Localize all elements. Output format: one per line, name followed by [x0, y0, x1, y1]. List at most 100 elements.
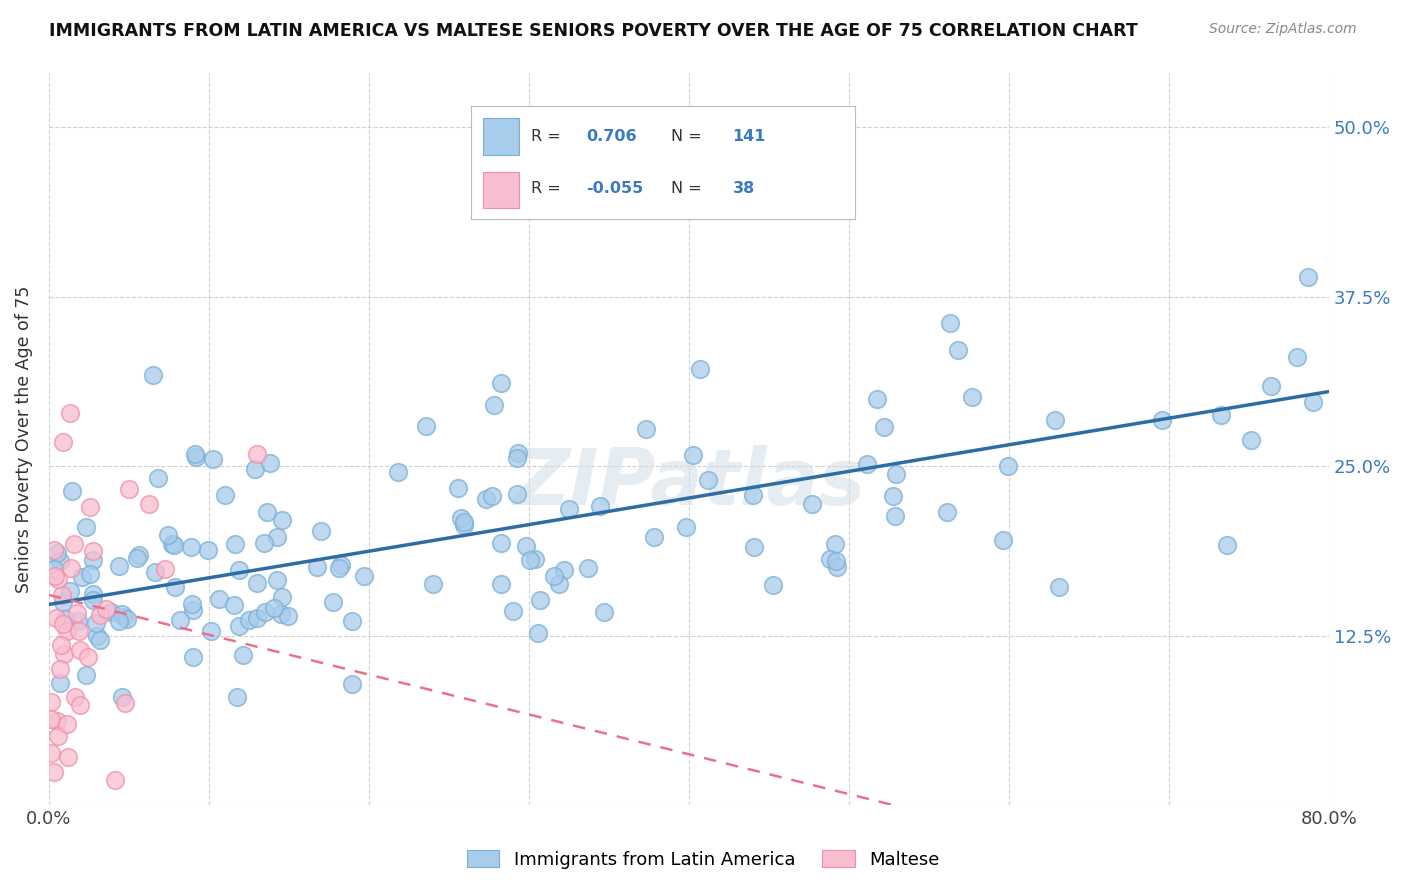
Point	[114, 696, 136, 710]
Point	[886, 467, 908, 482]
Point	[939, 316, 962, 330]
Point	[744, 540, 766, 554]
Point	[162, 537, 184, 551]
Point	[962, 390, 984, 404]
Point	[489, 376, 512, 391]
Point	[422, 577, 444, 591]
Point	[45, 611, 67, 625]
Point	[153, 562, 176, 576]
Point	[307, 559, 329, 574]
Point	[49, 676, 72, 690]
Point	[46, 545, 69, 559]
Point	[79, 566, 101, 581]
Point	[246, 610, 269, 624]
Point	[52, 647, 75, 661]
Point	[118, 483, 141, 497]
Point	[482, 398, 505, 412]
Point	[270, 590, 292, 604]
Point	[882, 489, 904, 503]
Point	[489, 577, 512, 591]
Point	[266, 530, 288, 544]
Point	[741, 488, 763, 502]
Point	[263, 600, 285, 615]
Point	[475, 492, 498, 507]
Point	[44, 569, 66, 583]
Point	[884, 509, 907, 524]
Point	[226, 690, 249, 704]
Point	[148, 471, 170, 485]
Point	[330, 558, 353, 572]
Point	[825, 554, 848, 568]
Point	[689, 362, 711, 376]
Point	[181, 598, 204, 612]
Point	[643, 530, 665, 544]
Point	[184, 450, 207, 464]
Point	[69, 698, 91, 713]
Point	[86, 629, 108, 643]
Point	[208, 591, 231, 606]
Point	[246, 447, 269, 461]
Point	[45, 714, 67, 729]
Point	[506, 450, 529, 465]
Point	[270, 513, 292, 527]
Point	[592, 605, 614, 619]
Point	[51, 638, 73, 652]
Point	[589, 499, 612, 513]
Y-axis label: Seniors Poverty Over the Age of 75: Seniors Poverty Over the Age of 75	[15, 285, 32, 592]
Point	[825, 559, 848, 574]
Point	[108, 558, 131, 573]
Point	[138, 497, 160, 511]
Point	[59, 406, 82, 420]
Point	[353, 569, 375, 583]
Point	[238, 613, 260, 627]
Point	[447, 481, 470, 495]
Point	[181, 603, 204, 617]
Point	[1260, 379, 1282, 393]
Point	[224, 537, 246, 551]
Point	[94, 602, 117, 616]
Point	[1285, 351, 1308, 365]
Point	[200, 624, 222, 639]
Point	[89, 608, 111, 623]
Point	[56, 717, 79, 731]
Point	[72, 570, 94, 584]
Point	[254, 605, 277, 619]
Point	[163, 580, 186, 594]
Point	[415, 419, 437, 434]
Point	[1152, 413, 1174, 427]
Point	[553, 564, 575, 578]
Point	[67, 615, 90, 629]
Point	[228, 619, 250, 633]
Point	[82, 587, 104, 601]
Point	[79, 500, 101, 514]
Point	[453, 518, 475, 533]
Point	[935, 505, 957, 519]
Point	[197, 543, 219, 558]
Point	[163, 538, 186, 552]
Point	[1047, 580, 1070, 594]
Point	[42, 764, 65, 779]
Point	[228, 563, 250, 577]
Point	[42, 543, 65, 558]
Point	[62, 484, 84, 499]
Point	[634, 422, 657, 436]
Text: Source: ZipAtlas.com: Source: ZipAtlas.com	[1209, 22, 1357, 37]
Point	[125, 550, 148, 565]
Point	[529, 592, 551, 607]
Point	[266, 573, 288, 587]
Point	[515, 539, 537, 553]
Point	[169, 613, 191, 627]
Point	[259, 456, 281, 470]
Point	[543, 569, 565, 583]
Point	[800, 497, 823, 511]
Text: IMMIGRANTS FROM LATIN AMERICA VS MALTESE SENIORS POVERTY OVER THE AGE OF 75 CORR: IMMIGRANTS FROM LATIN AMERICA VS MALTESE…	[49, 22, 1137, 40]
Point	[82, 544, 104, 558]
Point	[277, 608, 299, 623]
Point	[824, 537, 846, 551]
Point	[112, 610, 135, 624]
Point	[53, 612, 76, 626]
Point	[52, 435, 75, 450]
Point	[675, 520, 697, 534]
Point	[52, 616, 75, 631]
Point	[82, 592, 104, 607]
